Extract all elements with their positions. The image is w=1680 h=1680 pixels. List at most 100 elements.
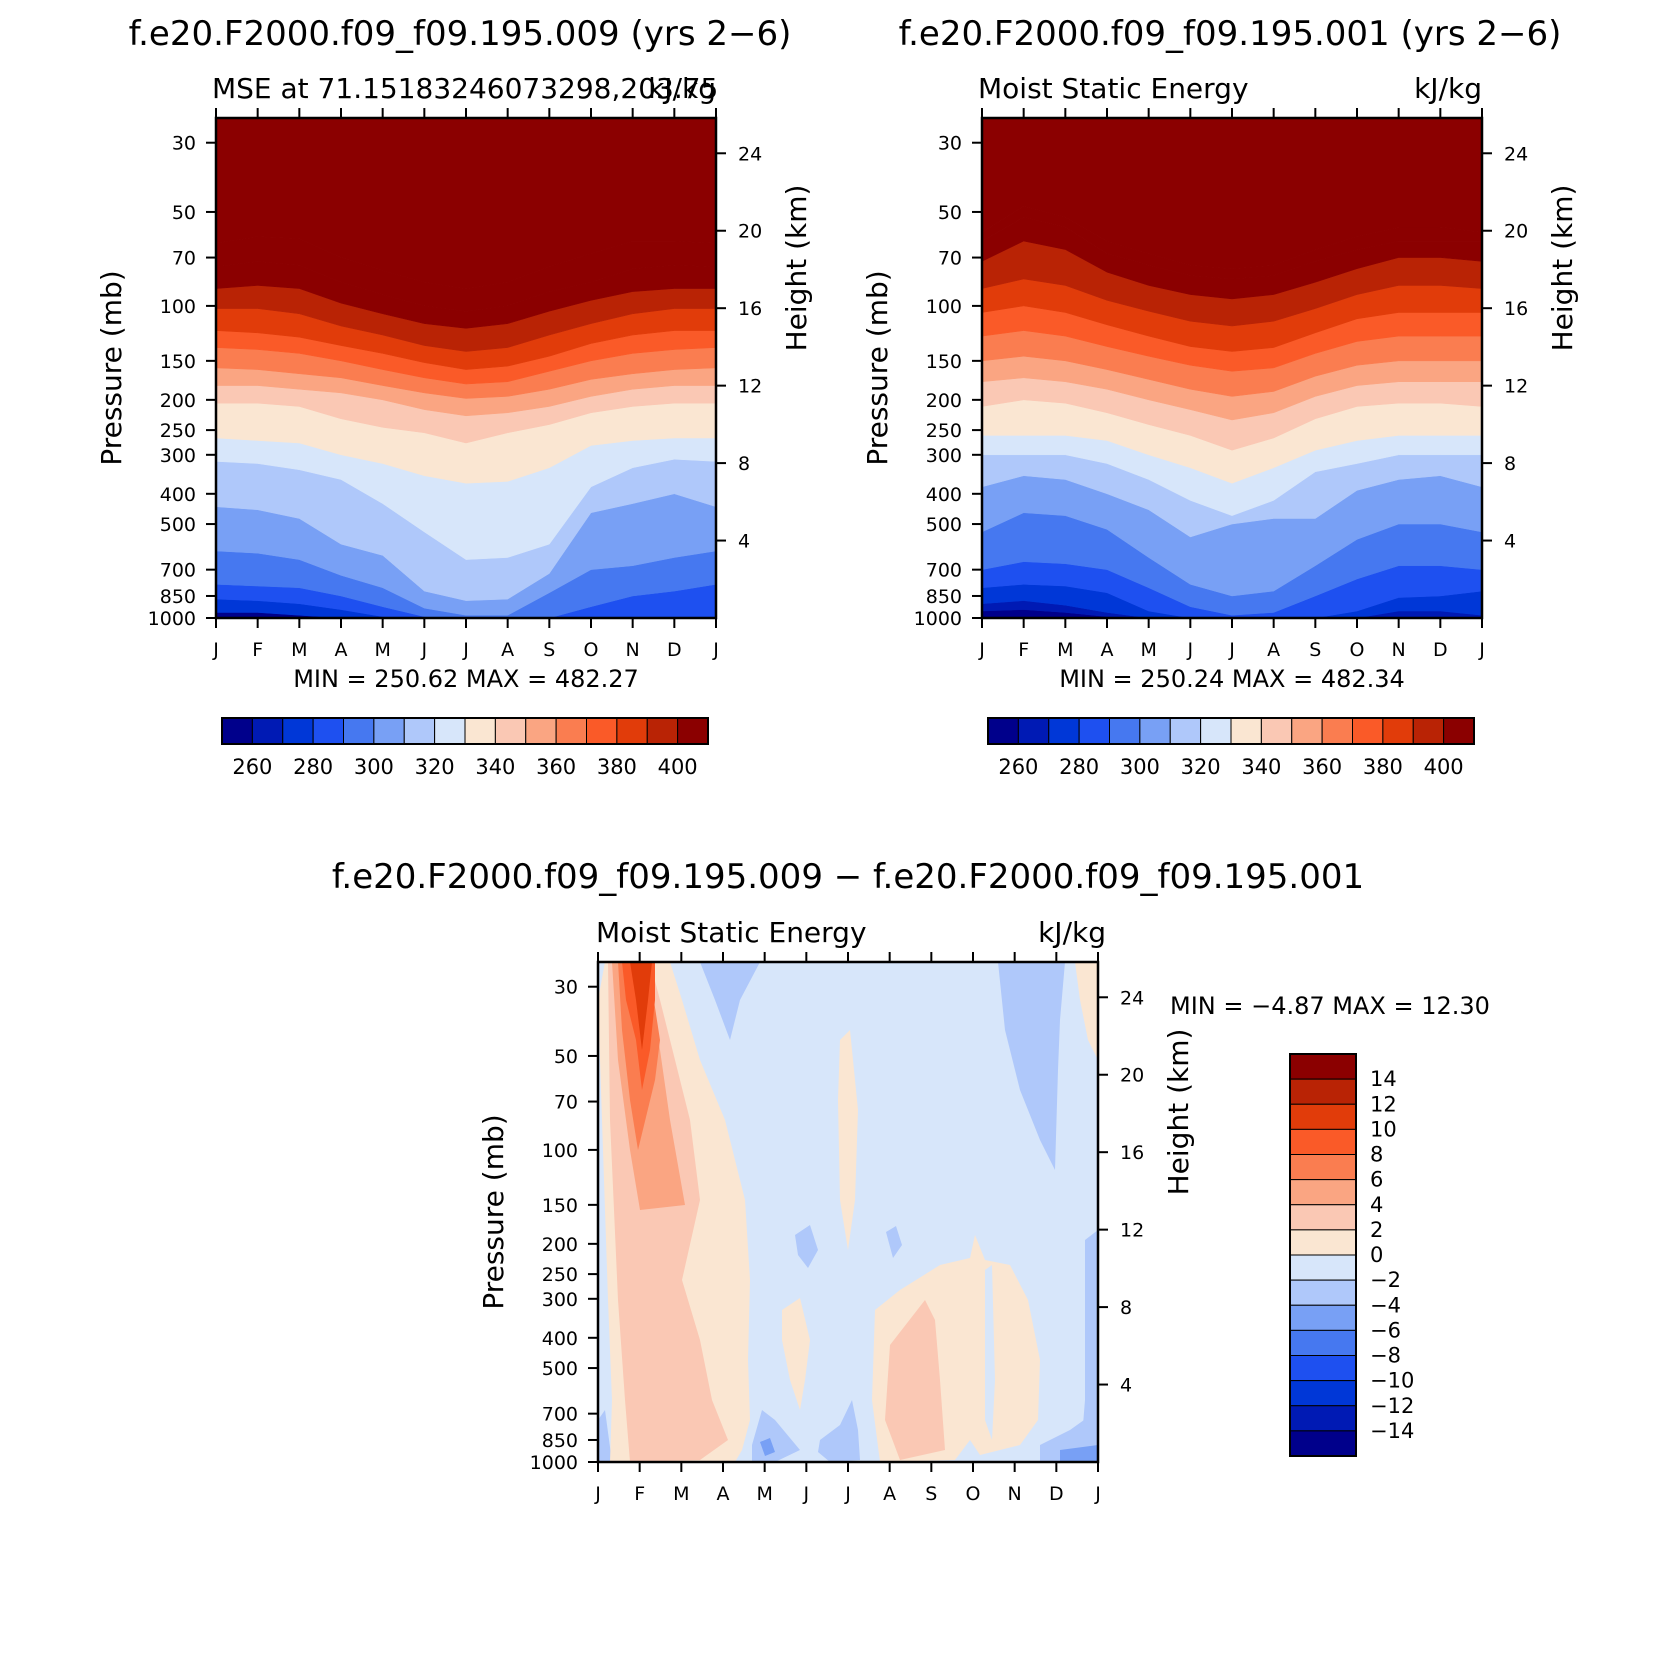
colorbar-swatch <box>555 717 587 745</box>
colorbar-swatch <box>525 717 557 745</box>
y-tick-label: 250 <box>160 420 196 442</box>
y2-axis-label: Height (km) <box>1162 1029 1195 1196</box>
panel-2-left-label: Moist Static Energy <box>978 72 1249 105</box>
y-tick-label: 700 <box>926 560 962 582</box>
y-axis-label: Pressure (mb) <box>95 270 128 465</box>
y-tick-label: 1000 <box>914 608 962 630</box>
colorbar-swatch <box>464 717 496 745</box>
colorbar-swatch <box>1289 1078 1357 1105</box>
panel-1-contour-fill <box>216 118 716 618</box>
y2-tick-label: 16 <box>738 298 762 320</box>
colorbar-swatch <box>1289 1179 1357 1206</box>
colorbar-label: 360 <box>1302 755 1342 779</box>
colorbar-label: 340 <box>1241 755 1281 779</box>
x-tick-label: D <box>667 639 682 661</box>
colorbar-frame <box>987 717 1475 745</box>
y-tick-label: 30 <box>172 133 196 155</box>
panel-2-units-label: kJ/kg <box>1414 72 1482 105</box>
y2-axis-label: Height (km) <box>780 185 813 352</box>
y-tick-label: 500 <box>160 514 196 536</box>
diff-negative-patch <box>760 1438 775 1456</box>
y2-axis-label: Height (km) <box>1546 185 1579 352</box>
y2-tick-label: 8 <box>1120 1297 1132 1319</box>
y-tick-label: 200 <box>160 390 196 412</box>
x-tick-label: S <box>543 639 555 661</box>
diff-negative-patch <box>598 1410 612 1462</box>
diff-positive-patch <box>782 1298 810 1410</box>
colorbar-swatch <box>282 717 314 745</box>
x-tick-label: J <box>1478 639 1485 661</box>
colorbar-label: −6 <box>1370 1318 1401 1342</box>
y-tick-label: 200 <box>542 1234 578 1256</box>
x-tick-label: J <box>844 1483 851 1505</box>
x-tick-label: J <box>594 1483 601 1505</box>
y-tick-label: 400 <box>160 484 196 506</box>
colorbar-label: 400 <box>658 755 698 779</box>
y-axis-label: Pressure (mb) <box>861 270 894 465</box>
panel-1-minmax: MIN = 250.62 MAX = 482.27 <box>293 665 639 693</box>
diff-background-region <box>985 1265 995 1440</box>
x-tick-label: A <box>335 639 348 661</box>
colorbar-swatch <box>1289 1304 1357 1331</box>
y2-tick-label: 24 <box>1504 143 1528 165</box>
colorbar-label: 320 <box>415 755 455 779</box>
diff-negative-patch <box>1080 1230 1098 1462</box>
colorbar-swatch <box>312 717 344 745</box>
diff-positive-patch <box>885 1300 945 1460</box>
colorbar-swatch <box>1078 717 1110 745</box>
panel-3-left-label: Moist Static Energy <box>596 916 867 949</box>
y2-tick-label: 16 <box>1504 298 1528 320</box>
x-tick-label: N <box>1392 639 1406 661</box>
colorbar-label: −8 <box>1370 1344 1401 1368</box>
y2-tick-label: 12 <box>738 376 762 398</box>
panel-2-colorbar: 260 280 300 320 340 360 380 400 <box>987 717 1475 779</box>
colorbar-swatch <box>1200 717 1232 745</box>
x-tick-label: A <box>883 1483 896 1505</box>
diff-negative-patch <box>795 1225 818 1268</box>
contour-band <box>216 118 716 289</box>
colorbar-swatch <box>1017 717 1050 745</box>
y2-tick-label: 20 <box>1120 1065 1144 1087</box>
x-tick-label: F <box>1018 639 1029 661</box>
colorbar-swatch <box>1289 1329 1357 1356</box>
colorbar-label: 14 <box>1370 1067 1397 1091</box>
y-tick-label: 1000 <box>530 1452 578 1474</box>
panel-1-mse-009: f.e20.F2000.f09_f09.195.009 (yrs 2−6) MS… <box>95 14 813 779</box>
colorbar-swatch <box>434 717 466 745</box>
y-tick-label: 30 <box>938 133 962 155</box>
panel-2-title: f.e20.F2000.f09_f09.195.001 (yrs 2−6) <box>899 14 1562 54</box>
colorbar-frame <box>221 717 709 745</box>
y-tick-label: 850 <box>926 586 962 608</box>
y2-tick-label: 4 <box>1120 1375 1132 1397</box>
diff-positive-patch <box>838 1030 858 1250</box>
colorbar-label: 300 <box>1120 755 1160 779</box>
panel-3-axes: J F M A M J J A S O N D J 30 50 70 100 150 200 250 300 400 500… <box>477 952 1195 1505</box>
colorbar-label: 0 <box>1370 1243 1383 1267</box>
colorbar-label: −4 <box>1370 1293 1401 1317</box>
colorbar-swatch <box>1109 717 1141 745</box>
colorbar-label: −10 <box>1370 1369 1414 1393</box>
panel-3-units-label: kJ/kg <box>1038 916 1106 949</box>
colorbar-swatch <box>494 717 527 745</box>
colorbar-swatch <box>1289 1380 1357 1407</box>
colorbar-swatch <box>1412 717 1445 745</box>
x-tick-label: J <box>1228 639 1235 661</box>
y2-tick-label: 20 <box>1504 221 1528 243</box>
x-tick-label: A <box>1101 639 1114 661</box>
panel-2-minmax: MIN = 250.24 MAX = 482.34 <box>1059 665 1405 693</box>
y-tick-label: 250 <box>542 1264 578 1286</box>
x-tick-label: J <box>712 639 719 661</box>
x-tick-label: A <box>501 639 514 661</box>
y-tick-label: 200 <box>926 390 962 412</box>
colorbar-label: 400 <box>1424 755 1464 779</box>
x-tick-label: M <box>1140 639 1156 661</box>
colorbar-frame <box>1289 1053 1357 1457</box>
colorbar-label: 380 <box>597 755 637 779</box>
x-tick-label: N <box>1008 1483 1022 1505</box>
colorbar-swatch <box>677 717 709 745</box>
colorbar-swatch <box>1289 1405 1357 1432</box>
x-tick-label: M <box>291 639 307 661</box>
x-tick-label: D <box>1049 1483 1064 1505</box>
y-tick-label: 500 <box>542 1358 578 1380</box>
y-tick-label: 150 <box>542 1195 578 1217</box>
